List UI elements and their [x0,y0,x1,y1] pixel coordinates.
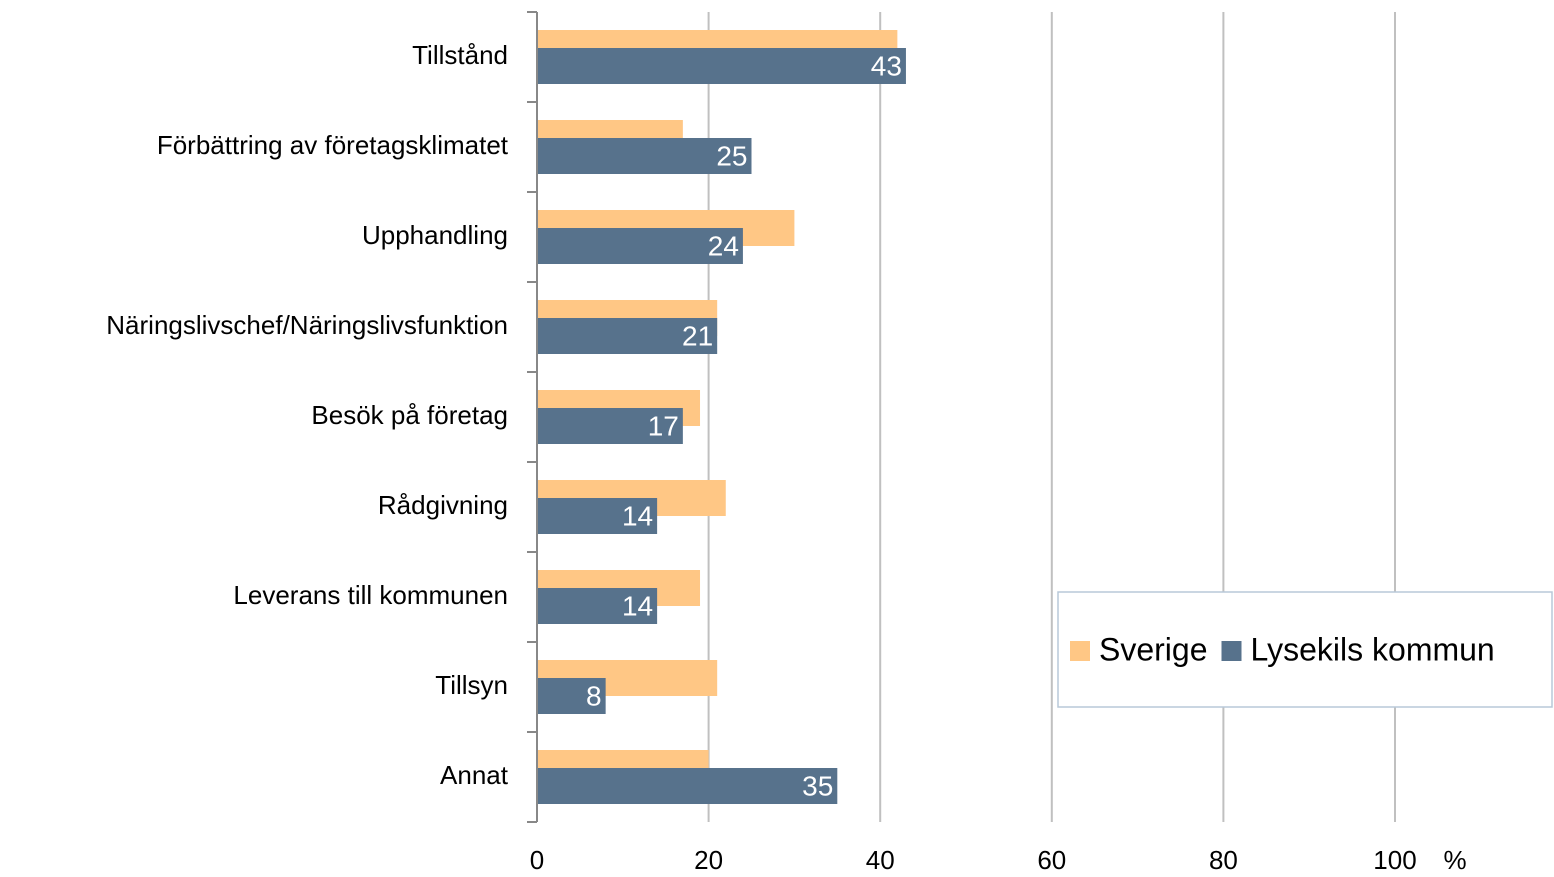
x-tick-label: 100 [1373,845,1416,875]
y-tick-label: Annat [440,760,509,790]
x-tick-label: 60 [1037,845,1066,875]
bar [537,768,838,804]
x-tick-label: 20 [694,845,723,875]
x-tick-label: 0 [530,845,544,875]
y-tick-label: Leverans till kommunen [233,580,508,610]
data-label: 14 [622,590,653,621]
y-tick-label: Tillsyn [435,670,508,700]
bar [537,228,743,264]
bar [537,498,658,534]
data-label: 14 [622,500,653,531]
data-label: 24 [708,230,739,261]
bar [537,48,906,84]
data-label: 21 [682,320,713,351]
data-label: 35 [802,770,833,801]
data-label: 17 [648,410,679,441]
data-label: 8 [586,680,602,711]
legend-box [1057,591,1553,708]
bar [537,408,683,444]
legend-label: Lysekils kommun [1251,631,1495,667]
y-tick-label: Tillstånd [412,40,508,70]
x-axis-label: % [1443,845,1466,875]
data-label: 43 [871,50,902,81]
x-tick-label: 40 [866,845,895,875]
legend-label: Sverige [1099,631,1208,667]
data-label: 25 [716,140,747,171]
y-tick-label: Upphandling [362,220,508,250]
y-tick-label: Rådgivning [378,490,508,520]
x-tick-label: 80 [1209,845,1238,875]
y-tick-label: Förbättring av företagsklimatet [157,130,509,160]
y-tick-label: Näringslivschef/Näringslivsfunktion [106,310,508,340]
y-tick-label: Besök på företag [311,400,508,430]
legend-swatch [1070,641,1090,661]
bar [537,678,606,714]
legend-swatch [1221,641,1242,661]
bar [537,318,718,354]
bar [537,138,752,174]
bar [537,588,658,624]
